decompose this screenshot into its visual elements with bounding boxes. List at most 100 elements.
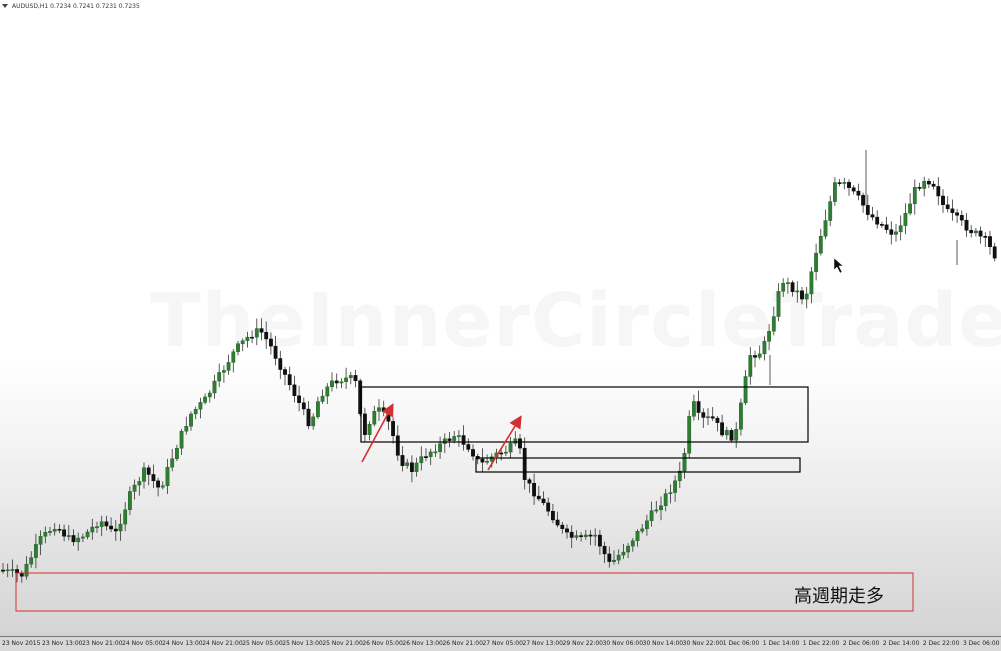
candle-body [978,230,983,237]
candle-body [936,186,941,197]
candle-body [297,395,301,403]
candle-body [851,187,856,192]
x-tick-label: 23 Nov 2015 [2,640,41,647]
candle-body [607,553,612,562]
candle-body [170,458,175,468]
x-tick-label: 26 Nov 21:00 [442,640,483,647]
bias-box [15,572,914,612]
candle-body [189,413,193,427]
candle-body [701,412,706,418]
candle-body [316,401,320,418]
candle-body [983,236,988,238]
candle-body [771,316,776,332]
candle-body [71,535,76,543]
candle-body [339,381,344,384]
x-tick-label: 26 Nov 05:00 [362,640,403,647]
candle-body [673,480,678,493]
candle-body [334,380,339,384]
candle-body [823,220,828,237]
candle-body [438,443,442,452]
candle-body [724,430,729,436]
candle-body [109,525,114,530]
candle-body [767,331,772,342]
candle-body [466,444,471,450]
candle-body [687,416,692,454]
candle-body [24,563,29,577]
candle-body [66,535,71,537]
candle-body [142,467,146,482]
candle-body [264,332,269,340]
candle-body [668,492,673,494]
candle-body [504,451,508,454]
candle-body [715,417,720,423]
candle-body [132,484,137,492]
dropdown-triangle-icon[interactable] [2,4,8,8]
candle-body [889,229,894,235]
candle-body [804,293,809,300]
candle-body [137,481,142,486]
candle-body [400,455,405,466]
candle-body [452,436,457,441]
x-tick-label: 2 Dec 06:00 [842,640,880,647]
candle-body [583,534,588,537]
candle-body [663,493,668,506]
candle-body [76,537,81,543]
candle-body [113,528,118,532]
candle-body [245,336,250,341]
candle-body [927,181,931,185]
candle-body [696,401,701,413]
candle-body [795,290,800,293]
candle-body [179,431,184,449]
candle-body [861,195,866,206]
candle-body [231,351,236,363]
candle-body [19,572,24,577]
candle-body [278,358,283,370]
candle-body [931,183,936,187]
x-tick-label: 27 Nov 05:00 [482,640,523,647]
x-tick-label: 30 Nov 14:00 [642,640,684,647]
candle-body [80,536,85,539]
candle-body [433,451,438,454]
candle-body [532,483,537,497]
candle-body [428,451,433,457]
candle-body [283,369,287,375]
candle-body [485,460,489,463]
candle-body [174,448,179,459]
candle-body [912,187,917,205]
candle-body [212,380,217,394]
candle-body [837,182,842,184]
candle-body [579,535,584,537]
candle-body [522,447,527,480]
candle-body [551,511,555,521]
candle-body [240,340,245,344]
price-chart[interactable] [0,0,1001,636]
candle-body [682,453,687,472]
candle-body [870,214,875,218]
candle-body [518,438,522,449]
candle-body [950,208,955,213]
candle-body [513,438,518,444]
x-tick-label: 23 Nov 13:00 [42,640,83,647]
time-axis: 23 Nov 2015 23 Nov 13:00 23 Nov 21:00 24 No… [0,636,1001,651]
candle-body [52,528,57,532]
candle-body [536,495,541,500]
candle-body [626,545,631,553]
x-tick-label: 29 Nov 22:00 [562,640,603,647]
candle-body [786,282,790,284]
candle-body [480,458,485,463]
candle-body [348,375,353,379]
candle-body [151,474,156,482]
candle-body [217,372,222,382]
candle-body [974,230,978,234]
x-tick-label: 26 Nov 13:00 [402,640,443,647]
candle-body [442,438,447,444]
candle-body [574,535,579,538]
x-tick-label: 1 Dec 22:00 [802,640,840,647]
x-tick-label: 30 Nov 06:00 [602,640,644,647]
bias-annotation: 高週期走多 [794,586,884,607]
x-tick-label: 2 Dec 14:00 [882,640,920,647]
candle-body [588,534,593,537]
candle-body [884,224,889,230]
candle-body [85,531,90,538]
candle-body [259,328,264,333]
